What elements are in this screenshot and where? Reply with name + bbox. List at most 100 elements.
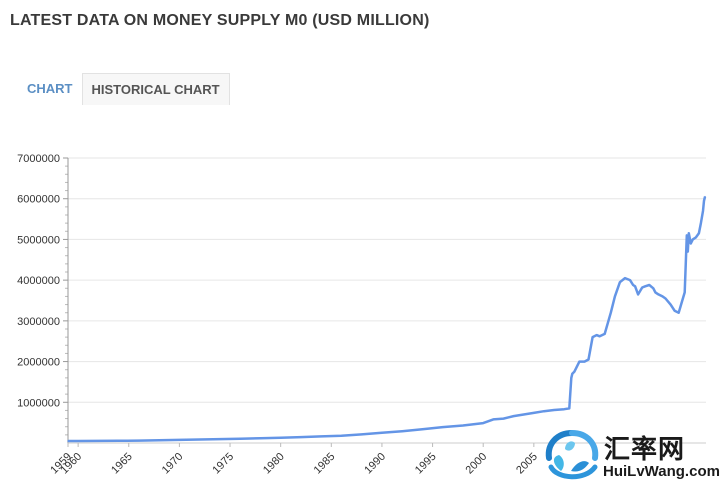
data-point [692,238,694,241]
data-point [614,295,616,298]
data-point [641,286,643,289]
x-tick-label: 1990 [362,451,388,477]
watermark-logo: 汇率网 HuiLvWang.com [541,427,720,485]
data-point [700,222,702,224]
x-tick-label: 2005 [514,451,540,477]
data-point [587,358,590,361]
data-point [657,293,660,296]
page-title: LATEST DATA ON MONEY SUPPLY M0 (USD MILL… [10,12,430,29]
x-tick-label: 1965 [109,451,135,477]
data-point [624,277,626,279]
x-tick-label: 2000 [464,451,490,477]
data-point [583,360,586,363]
x-tick-label: 1985 [312,451,338,477]
y-tick-label: 3000000 [17,316,60,328]
data-point [482,422,485,424]
data-point [198,438,201,441]
data-point [644,285,646,288]
data-point [677,311,680,314]
data-point [595,334,598,336]
x-tick-label: 1995 [413,451,439,477]
data-point [219,438,221,440]
data-point [421,428,424,431]
data-point [259,437,262,440]
data-point [669,303,672,306]
data-point [578,360,581,363]
data-point [522,413,525,416]
x-tick-label: 1975 [210,451,236,477]
data-point [648,284,651,286]
data-point [686,234,688,237]
data-point [158,439,160,442]
data-point [568,407,571,410]
data-point [632,284,634,286]
data-point [619,281,621,284]
data-point [654,291,657,294]
data-point [502,417,505,420]
data-point [563,408,565,411]
data-point [673,309,676,312]
data-point [637,293,639,296]
data-point [652,287,655,290]
data-point [512,415,515,417]
data-point [401,430,404,433]
x-tick-label: 1970 [160,451,186,477]
axes [63,157,706,447]
huilvwang-logo-icon [545,430,599,480]
y-tick-label: 6000000 [17,194,60,206]
data-point [629,279,631,281]
data-point [688,232,690,235]
watermark-url: HuiLvWang.com [603,463,720,480]
tab-historical-chart[interactable]: HISTORICAL CHART [81,73,230,105]
data-point [178,439,181,441]
y-tick-label: 1000000 [17,397,60,409]
data-point [553,409,555,411]
data-point [239,437,241,440]
data-point [300,436,302,438]
data-point [381,432,383,434]
y-tick-label: 2000000 [17,357,60,369]
tick-labels: 1000000 2000000 3000000 4000000 5000000 60000… [17,153,540,476]
data-point [634,285,636,288]
data-point [279,436,282,439]
grid-lines [68,157,706,403]
data-point [573,371,576,373]
data-point [97,440,100,442]
data-point [661,295,664,298]
data-point [680,301,683,304]
data-point [703,200,705,202]
data-point [492,418,495,421]
data-point [533,412,535,414]
data-point [67,440,69,442]
data-point [340,434,343,437]
data-point [441,426,444,428]
data-point [320,435,323,438]
series-line [68,196,707,443]
data-point [698,232,700,235]
data-point [598,335,601,338]
data-point [117,440,120,442]
data-point [687,250,689,253]
data-point [683,291,686,294]
series-layer [67,195,707,443]
data-point [462,424,464,427]
tab-chart[interactable]: CHART [27,81,73,96]
data-point [571,373,574,375]
watermark-name: 汇率网 [604,435,686,465]
data-point [360,433,363,436]
x-tick-label: 1980 [261,451,287,477]
data-point [664,297,667,300]
data-point [570,377,573,379]
data-point [695,236,697,239]
data-point [543,410,545,413]
data-point [591,336,594,338]
data-point [138,439,140,442]
data-point [77,440,79,442]
y-tick-label: 7000000 [17,153,60,165]
chart-tabs: CHART HISTORICAL CHART [18,73,230,105]
data-point [610,311,612,314]
data-point [603,333,606,335]
y-tick-label: 4000000 [17,275,60,287]
data-point [702,210,704,212]
data-point [690,242,692,245]
